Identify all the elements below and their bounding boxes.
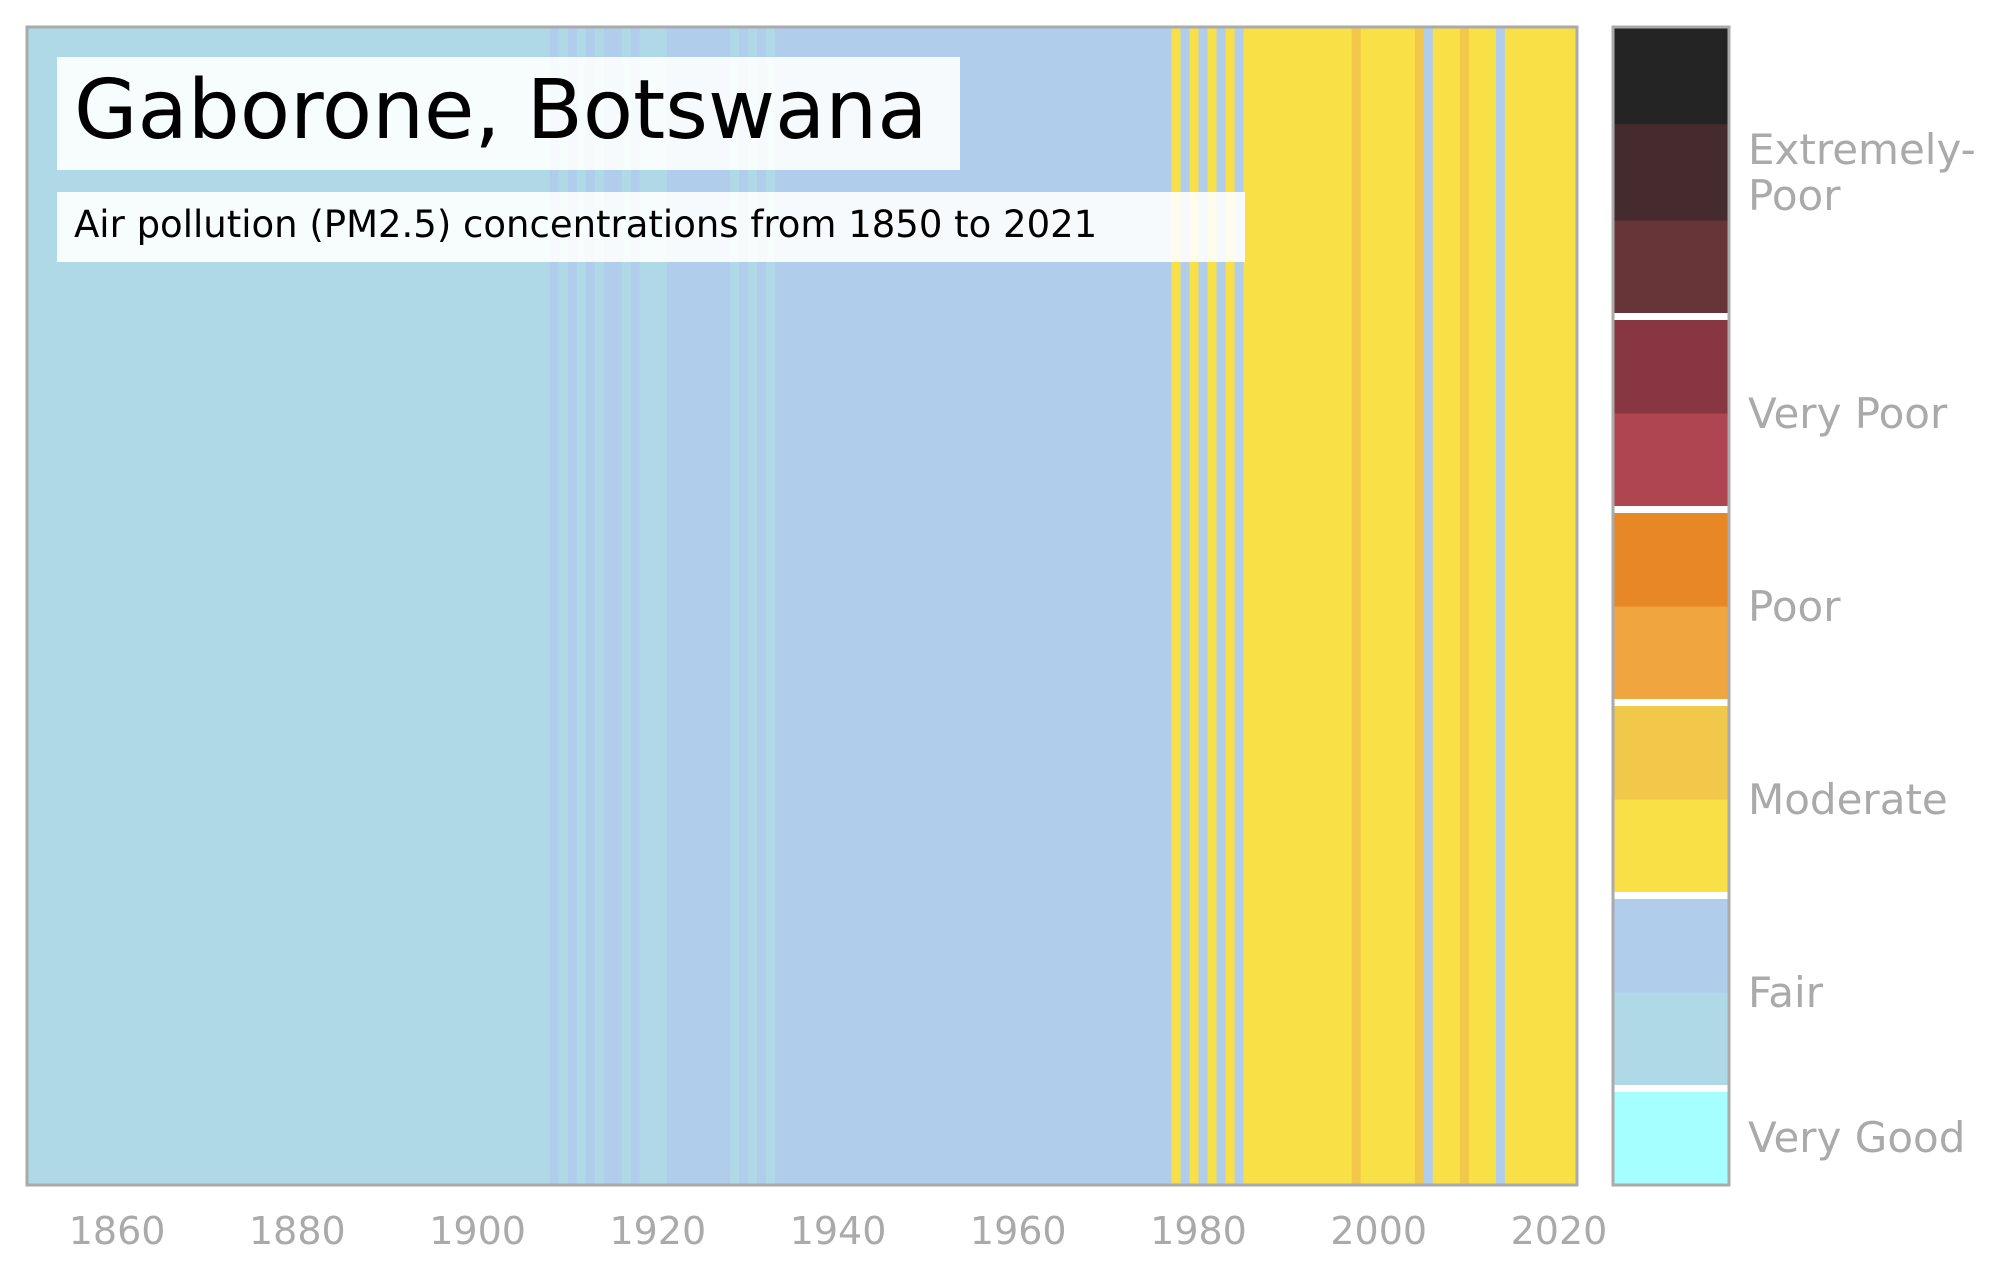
- stripe: [1216, 27, 1227, 1185]
- legend-swatch: [1613, 895, 1729, 993]
- legend-swatch: [1613, 992, 1729, 1090]
- legend-swatch: [1613, 509, 1729, 607]
- legend-category-label: Fair: [1748, 968, 1824, 1017]
- stripe: [603, 27, 623, 1185]
- stripe: [1180, 27, 1191, 1185]
- chart-subtitle: Air pollution (PM2.5) concentrations fro…: [74, 203, 1097, 246]
- stripe: [1243, 27, 1353, 1185]
- chart-title: Gaborone, Botswana: [74, 63, 927, 158]
- legend-swatch: [1613, 316, 1729, 414]
- legend-swatch: [1613, 799, 1729, 897]
- stripe: [1459, 27, 1470, 1185]
- legend-category-label: Poor: [1748, 582, 1841, 631]
- subtitle-box: Air pollution (PM2.5) concentrations fro…: [57, 192, 1245, 262]
- legend-swatch: [1613, 1088, 1729, 1186]
- stripe: [1189, 27, 1200, 1185]
- legend-category-label: Very Good: [1748, 1113, 1965, 1162]
- plot-frame: [25, 25, 1579, 1187]
- x-tick-label: 1980: [1150, 1209, 1247, 1253]
- stripe: [639, 27, 650, 1185]
- legend: Extremely-Poor Very Poor Poor Moderate Fair V…: [1611, 25, 1976, 1187]
- stripe: [729, 27, 740, 1185]
- stripe: [1234, 27, 1245, 1185]
- legend-labels: Extremely-Poor Very Poor Poor Moderate Fair V…: [1748, 125, 1976, 1162]
- stripe: [558, 27, 569, 1185]
- x-tick-label: 1860: [69, 1209, 166, 1253]
- legend-swatch: [1613, 702, 1729, 800]
- stripe: [1414, 27, 1425, 1185]
- x-tick-label: 1920: [609, 1209, 706, 1253]
- legend-swatch: [1613, 606, 1729, 704]
- stripe: [621, 27, 632, 1185]
- stripe: [585, 27, 596, 1185]
- stripe: [1504, 27, 1578, 1185]
- legend-category-label: Very Poor: [1748, 389, 1948, 438]
- stripe: [567, 27, 578, 1185]
- stripe: [1468, 27, 1497, 1185]
- stripe: [648, 27, 668, 1185]
- x-tick-label: 1900: [429, 1209, 526, 1253]
- stripe: [747, 27, 758, 1185]
- title-background: [57, 57, 960, 170]
- legend-swatch: [1613, 27, 1729, 125]
- subtitle-background: [57, 192, 1245, 262]
- legend-swatch: [1613, 123, 1729, 221]
- x-tick-label: 1880: [249, 1209, 346, 1253]
- stripe: [1432, 27, 1461, 1185]
- stripe: [756, 27, 767, 1185]
- stripe: [1207, 27, 1218, 1185]
- stripe: [738, 27, 749, 1185]
- legend-swatches: [1613, 27, 1729, 1186]
- x-tick-label: 2020: [1511, 1209, 1608, 1253]
- stripe: [630, 27, 641, 1185]
- stripe: [1198, 27, 1209, 1185]
- stripe: [1171, 27, 1182, 1185]
- legend-category-label: Extremely-Poor: [1748, 125, 1976, 220]
- x-axis: 1860 1880 1900 1920 1940 1960 1980 2000 2020: [69, 1209, 1608, 1253]
- legend-swatch: [1613, 220, 1729, 318]
- stripe: [576, 27, 587, 1185]
- x-tick-label: 1940: [790, 1209, 887, 1253]
- stripe: [1225, 27, 1236, 1185]
- stripe: [1495, 27, 1506, 1185]
- stripe: [594, 27, 605, 1185]
- stripe: [549, 27, 560, 1185]
- x-tick-label: 2000: [1330, 1209, 1427, 1253]
- stripe: [1360, 27, 1416, 1185]
- legend-swatch: [1613, 413, 1729, 511]
- x-tick-label: 1960: [970, 1209, 1067, 1253]
- stripe: [1423, 27, 1434, 1185]
- legend-breaks: [1613, 313, 1729, 1092]
- stripe: [765, 27, 776, 1185]
- legend-category-label: Moderate: [1748, 775, 1948, 824]
- legend-frame: [1611, 25, 1731, 1187]
- title-box: Gaborone, Botswana: [57, 57, 960, 170]
- stripe: [1351, 27, 1362, 1185]
